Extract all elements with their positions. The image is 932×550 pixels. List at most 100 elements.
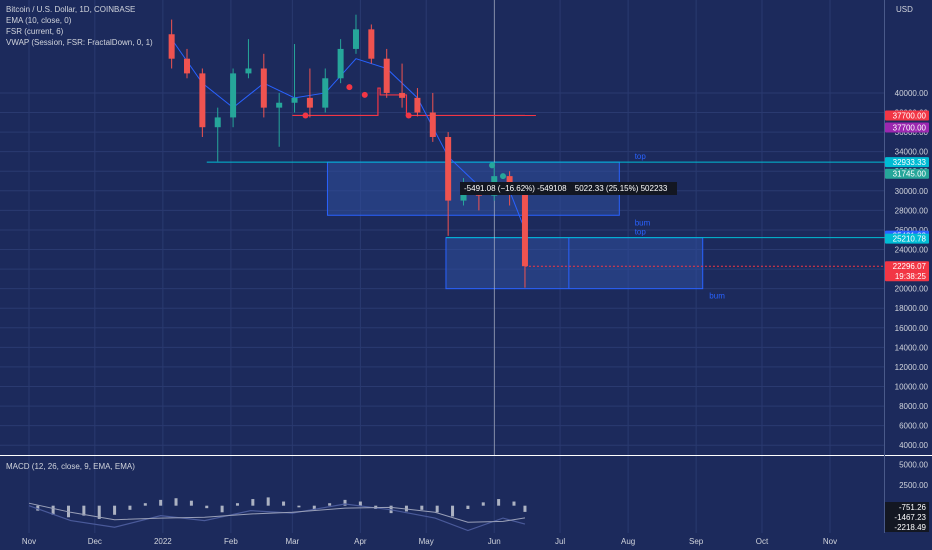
macd-pane xyxy=(28,497,527,532)
price-tick-13: 14000.00 xyxy=(895,343,929,352)
price-tick-0: 40000.00 xyxy=(895,89,929,98)
price-tick-3: 34000.00 xyxy=(895,148,929,157)
measure-right: 5022.33 (25.15%) 502233 xyxy=(574,184,668,193)
candle-body-16 xyxy=(414,97,421,113)
macd-label-2: -2218.49 xyxy=(894,523,926,532)
candle-body-9 xyxy=(306,97,313,108)
candle-body-23 xyxy=(521,190,528,267)
price-label-bg-5 xyxy=(885,233,929,244)
price-label-bg-1 xyxy=(885,122,929,133)
time-tick-2: 2022 xyxy=(154,537,172,546)
price-tick-15: 10000.00 xyxy=(895,383,929,392)
candles-layer xyxy=(168,14,528,288)
fractal-marker-1 xyxy=(346,84,353,91)
macd-label-0: -751.26 xyxy=(899,503,927,512)
candle-body-10 xyxy=(322,78,329,108)
signal-line xyxy=(28,502,526,523)
candle-body-13 xyxy=(368,29,375,59)
macd-bar-6 xyxy=(128,505,132,510)
time-tick-12: Nov xyxy=(823,537,837,546)
macd-bar-9 xyxy=(174,498,178,506)
price-tick-14: 12000.00 xyxy=(895,363,929,372)
macd-bar-17 xyxy=(297,505,301,508)
macd-bar-32 xyxy=(523,505,527,512)
candle-body-3 xyxy=(214,117,221,128)
macd-bar-10 xyxy=(189,500,193,506)
candle-body-6 xyxy=(260,68,267,108)
markers-layer xyxy=(302,84,507,180)
macd-line xyxy=(28,503,526,532)
time-tick-8: Jul xyxy=(555,537,565,546)
macd-bar-25 xyxy=(420,505,424,510)
legend-ema[interactable]: EMA (10, close, 0) xyxy=(6,16,72,25)
macd-bar-8 xyxy=(159,499,163,506)
price-tick-6: 28000.00 xyxy=(895,206,929,215)
legend-symbol[interactable]: Bitcoin / U.S. Dollar, 1D, COINBASE xyxy=(6,5,136,14)
zone-1 xyxy=(445,237,704,290)
candle-body-1 xyxy=(184,58,191,74)
top-label-1: top xyxy=(635,228,647,237)
candle-body-4 xyxy=(230,73,237,118)
candle-body-17 xyxy=(429,112,436,137)
price-tick-2: 36000.00 xyxy=(895,128,929,137)
macd-label-bg-1 xyxy=(885,512,929,522)
price-tick-5: 30000.00 xyxy=(895,187,929,196)
macd-bar-5 xyxy=(113,505,117,515)
macd-label-bg-2 xyxy=(885,522,929,532)
macd-bar-31 xyxy=(512,501,516,506)
fractal-marker-2 xyxy=(361,91,368,98)
lines-layer: top top xyxy=(171,0,894,455)
candle-body-19 xyxy=(460,190,467,201)
grid xyxy=(0,0,932,533)
price-tick-17: 6000.00 xyxy=(899,422,928,431)
fractal-marker-0 xyxy=(302,112,309,119)
candle-body-7 xyxy=(276,102,283,108)
macd-bar-20 xyxy=(343,499,347,506)
time-tick-3: Feb xyxy=(224,537,238,546)
legend-fsr[interactable]: FSR (current, 6) xyxy=(6,27,64,36)
price-label-6: 22296.07 xyxy=(893,262,927,271)
price-tick-18: 4000.00 xyxy=(899,441,928,450)
zone-label-0: bum xyxy=(635,218,651,227)
fractal-marker-4 xyxy=(489,162,496,169)
macd-bar-0 xyxy=(36,505,40,511)
macd-bar-27 xyxy=(451,505,455,517)
macd-bar-28 xyxy=(466,505,470,509)
candle-body-14 xyxy=(383,58,390,93)
price-tick-7: 26000.00 xyxy=(895,226,929,235)
time-tick-7: Jun xyxy=(488,537,501,546)
legend-vwap[interactable]: VWAP (Session, FSR: FractalDown, 0, 1) xyxy=(6,38,153,47)
candle-body-5 xyxy=(245,68,252,74)
price-label-bg-3 xyxy=(885,168,929,179)
time-tick-10: Sep xyxy=(689,537,704,546)
top-label-0: top xyxy=(635,152,647,161)
macd-bar-16 xyxy=(282,501,286,506)
macd-legend[interactable]: MACD (12, 26, close, 9, EMA, EMA) xyxy=(6,462,135,471)
macd-tick-0: 5000.00 xyxy=(899,460,928,469)
price-tick-11: 18000.00 xyxy=(895,304,929,313)
macd-bar-18 xyxy=(312,505,316,510)
time-tick-5: Apr xyxy=(354,537,367,546)
time-tick-9: Aug xyxy=(621,537,635,546)
price-label-bg-6 xyxy=(885,261,929,282)
macd-bar-29 xyxy=(481,502,485,506)
candle-body-18 xyxy=(445,136,452,201)
fractal-marker-3 xyxy=(405,112,412,119)
candle-body-0 xyxy=(168,34,175,59)
macd-bar-3 xyxy=(82,505,86,516)
candle-body-15 xyxy=(399,92,406,98)
price-tick-8: 24000.00 xyxy=(895,246,929,255)
time-tick-1: Dec xyxy=(88,537,102,546)
macd-bar-30 xyxy=(497,499,501,506)
price-label-3: 31745.00 xyxy=(893,170,927,179)
price-label-5: 25210.78 xyxy=(893,235,927,244)
macd-bar-7 xyxy=(143,503,147,506)
price-tick-10: 20000.00 xyxy=(895,285,929,294)
price-label-bg-0 xyxy=(885,110,929,121)
candle-body-12 xyxy=(352,29,359,49)
fractal-marker-5 xyxy=(500,173,507,180)
macd-bar-12 xyxy=(220,505,224,513)
macd-bar-4 xyxy=(97,505,101,519)
price-axis-unit: USD xyxy=(896,5,913,14)
